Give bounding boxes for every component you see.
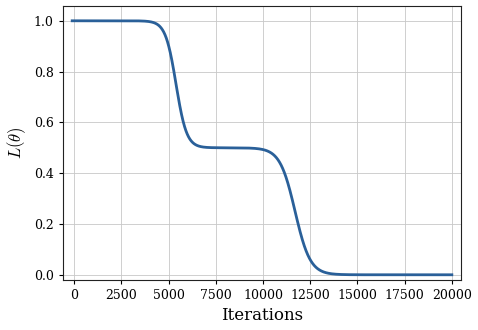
Y-axis label: $L(\theta)$: $L(\theta)$ xyxy=(6,126,28,159)
X-axis label: Iterations: Iterations xyxy=(221,308,303,324)
